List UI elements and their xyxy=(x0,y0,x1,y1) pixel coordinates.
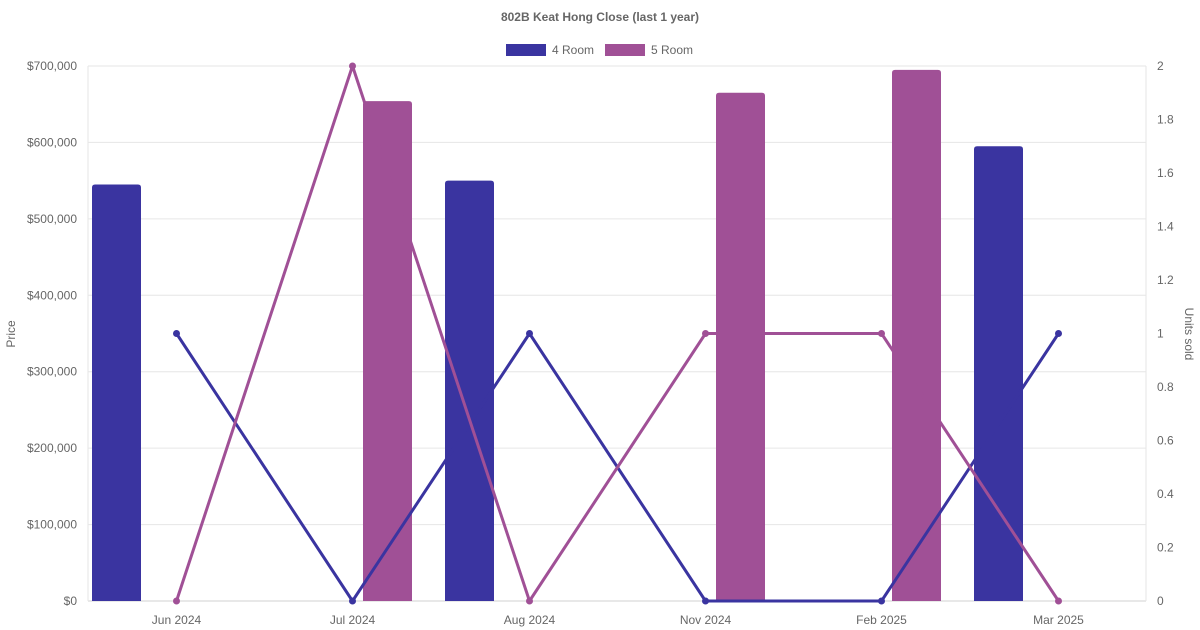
left-tick-label: $200,000 xyxy=(27,441,77,455)
right-axis-ticks: 0 0.2 0.4 0.6 0.8 1 1.2 1.4 1.6 1.8 2 xyxy=(1157,59,1174,608)
x-tick-label: Jul 2024 xyxy=(330,613,376,627)
point-5-room[interactable] xyxy=(878,330,885,337)
x-axis-ticks: Jun 2024 Jul 2024 Aug 2024 Nov 2024 Feb 2025… xyxy=(152,613,1084,627)
right-tick-label: 1.4 xyxy=(1157,220,1174,234)
bar-4-room[interactable] xyxy=(92,184,141,601)
bars xyxy=(92,69,1023,602)
bar-5-room[interactable] xyxy=(363,101,412,602)
legend-swatch-4-room xyxy=(506,44,546,56)
point-4-room[interactable] xyxy=(1055,330,1062,337)
right-tick-label: 1.6 xyxy=(1157,166,1174,180)
point-4-room[interactable] xyxy=(173,330,180,337)
bar-5-room[interactable] xyxy=(716,92,765,601)
legend-item-5-room[interactable]: 5 Room xyxy=(605,43,693,57)
right-tick-label: 0.8 xyxy=(1157,380,1174,394)
right-tick-label: 0.2 xyxy=(1157,541,1174,555)
left-tick-label: $100,000 xyxy=(27,518,77,532)
left-axis-title: Price xyxy=(4,320,18,348)
left-tick-label: $400,000 xyxy=(27,288,77,302)
right-tick-label: 1.8 xyxy=(1157,113,1174,127)
chart-title: 802B Keat Hong Close (last 1 year) xyxy=(501,10,699,24)
right-tick-label: 0.6 xyxy=(1157,434,1174,448)
left-axis-ticks: $0 $100,000 $200,000 $300,000 $400,000 $500,0… xyxy=(27,59,77,608)
left-tick-label: $300,000 xyxy=(27,365,77,379)
grid xyxy=(87,65,1147,602)
legend-swatch-5-room xyxy=(605,44,645,56)
x-tick-label: Aug 2024 xyxy=(504,613,556,627)
point-4-room[interactable] xyxy=(349,597,356,605)
right-tick-label: 1.2 xyxy=(1157,273,1174,287)
bar-4-room[interactable] xyxy=(974,146,1023,601)
x-tick-label: Nov 2024 xyxy=(680,613,732,627)
point-5-room[interactable] xyxy=(702,330,709,337)
legend: 4 Room 5 Room xyxy=(506,43,693,57)
x-tick-label: Jun 2024 xyxy=(152,613,202,627)
right-tick-label: 1 xyxy=(1157,327,1164,341)
left-tick-label: $500,000 xyxy=(27,212,77,226)
right-tick-label: 2 xyxy=(1157,59,1164,73)
right-axis-title: Units sold xyxy=(1182,308,1196,361)
left-tick-label: $600,000 xyxy=(27,135,77,149)
bar-5-room[interactable] xyxy=(892,69,941,602)
bar-4-room[interactable] xyxy=(445,180,494,601)
lines xyxy=(173,62,1062,605)
legend-item-4-room[interactable]: 4 Room xyxy=(506,43,594,57)
point-5-room[interactable] xyxy=(526,597,533,605)
right-tick-label: 0 xyxy=(1157,594,1164,608)
point-5-room[interactable] xyxy=(173,597,180,605)
x-tick-label: Mar 2025 xyxy=(1033,613,1084,627)
legend-label-4-room: 4 Room xyxy=(552,43,594,57)
left-tick-label: $700,000 xyxy=(27,59,77,73)
point-4-room[interactable] xyxy=(526,330,533,337)
point-4-room[interactable] xyxy=(702,597,709,605)
right-tick-label: 0.4 xyxy=(1157,487,1174,501)
legend-label-5-room: 5 Room xyxy=(651,43,693,57)
point-4-room[interactable] xyxy=(878,597,885,605)
left-tick-label: $0 xyxy=(64,594,78,608)
point-5-room[interactable] xyxy=(349,62,356,70)
x-tick-label: Feb 2025 xyxy=(856,613,907,627)
point-5-room[interactable] xyxy=(1055,597,1062,605)
line-5-room xyxy=(175,64,1060,603)
